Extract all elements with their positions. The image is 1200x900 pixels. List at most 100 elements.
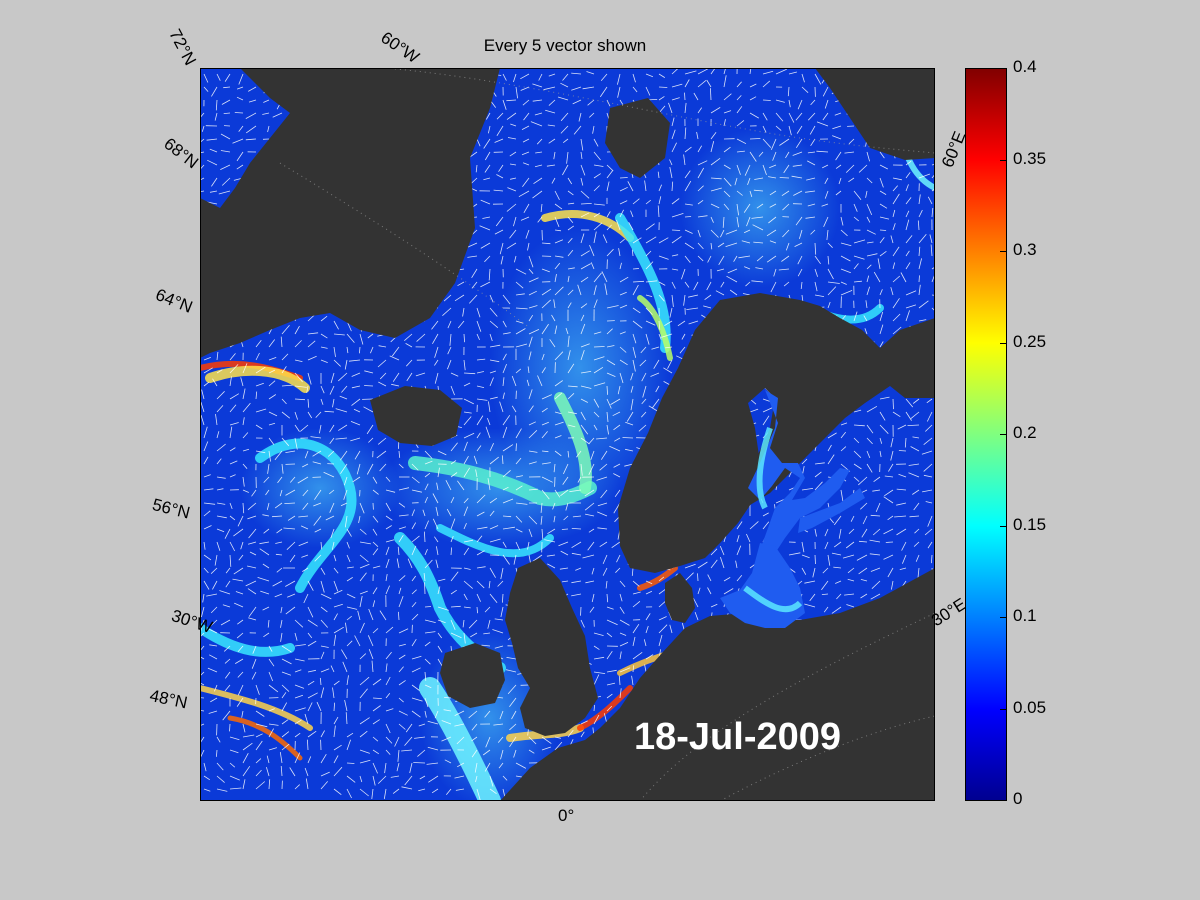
velocity-vector	[546, 164, 556, 167]
velocity-vector	[307, 332, 319, 335]
velocity-vector	[333, 603, 343, 608]
velocity-vector	[833, 541, 842, 548]
velocity-vector	[489, 538, 501, 543]
velocity-vector	[346, 566, 354, 569]
velocity-vector	[411, 667, 421, 673]
velocity-vector	[411, 684, 420, 691]
velocity-vector	[229, 460, 238, 465]
velocity-vector	[476, 385, 485, 388]
velocity-vector	[406, 372, 413, 382]
velocity-vector	[209, 654, 218, 660]
velocity-vector	[476, 535, 483, 543]
velocity-vector	[489, 359, 500, 363]
velocity-vector	[657, 205, 660, 218]
velocity-vector	[554, 411, 562, 415]
velocity-vector	[223, 112, 231, 114]
velocity-vector	[424, 671, 427, 681]
velocity-vector	[736, 164, 741, 175]
velocity-vector	[209, 190, 218, 193]
velocity-vector	[476, 494, 486, 504]
velocity-vector	[892, 411, 901, 418]
velocity-vector	[840, 281, 847, 285]
velocity-vector	[848, 138, 855, 145]
velocity-vector	[795, 112, 803, 121]
velocity-vector	[554, 392, 563, 400]
velocity-vector	[247, 502, 257, 511]
velocity-vector	[509, 229, 517, 239]
velocity-vector	[578, 112, 582, 122]
velocity-vector	[746, 533, 751, 543]
velocity-vector	[329, 385, 335, 395]
velocity-vector	[378, 381, 387, 387]
velocity-vector	[398, 680, 406, 686]
velocity-vector	[450, 547, 452, 556]
velocity-vector	[294, 385, 307, 388]
velocity-vector	[546, 554, 556, 557]
velocity-vector	[320, 567, 326, 575]
velocity-vector	[892, 246, 900, 257]
velocity-vector	[437, 606, 449, 611]
velocity-vector	[434, 710, 439, 719]
velocity-vector	[272, 580, 283, 587]
velocity-vector	[457, 480, 465, 491]
velocity-vector	[827, 454, 835, 465]
velocity-vector	[294, 359, 303, 362]
velocity-vector	[479, 225, 491, 231]
velocity-vector	[307, 398, 310, 408]
velocity-vector	[697, 68, 709, 75]
velocity-vector	[800, 281, 803, 289]
velocity-vector	[619, 304, 628, 309]
velocity-vector	[500, 567, 504, 580]
velocity-vector	[588, 463, 595, 475]
velocity-vector	[237, 515, 244, 527]
velocity-vector	[333, 755, 339, 764]
velocity-vector	[383, 788, 387, 800]
velocity-vector	[515, 368, 522, 374]
velocity-vector	[683, 154, 686, 166]
velocity-vector	[918, 258, 922, 270]
velocity-vector	[245, 112, 257, 119]
velocity-vector	[307, 669, 316, 673]
velocity-vector	[684, 281, 690, 288]
velocity-vector	[769, 190, 777, 196]
velocity-vector	[385, 749, 391, 755]
velocity-vector	[294, 437, 298, 450]
velocity-vector	[515, 502, 528, 505]
velocity-vector	[614, 489, 621, 498]
velocity-vector	[372, 749, 380, 755]
velocity-vector	[528, 528, 533, 538]
velocity-vector	[772, 151, 777, 161]
velocity-vector	[824, 541, 829, 550]
velocity-vector	[684, 572, 694, 582]
velocity-vector	[897, 424, 907, 430]
velocity-vector	[441, 736, 452, 742]
velocity-vector	[606, 632, 613, 638]
velocity-vector	[684, 92, 686, 101]
velocity-vector	[467, 242, 478, 248]
velocity-vector	[770, 138, 777, 150]
velocity-vector	[925, 424, 933, 432]
velocity-vector	[528, 515, 538, 525]
velocity-vector	[216, 73, 221, 81]
velocity-vector	[909, 515, 920, 518]
velocity-vector	[463, 498, 469, 504]
velocity-vector	[681, 268, 686, 280]
velocity-vector	[262, 563, 270, 569]
velocity-vector	[385, 539, 395, 543]
velocity-vector	[200, 671, 205, 677]
velocity-vector	[398, 450, 401, 458]
velocity-vector	[398, 502, 406, 508]
velocity-vector	[268, 394, 277, 400]
velocity-vector	[584, 489, 595, 497]
velocity-vector	[726, 275, 738, 283]
velocity-vector	[450, 571, 459, 582]
velocity-vector	[294, 619, 304, 628]
velocity-vector	[887, 567, 894, 578]
velocity-vector	[567, 411, 577, 415]
velocity-vector	[481, 644, 491, 647]
velocity-vector	[294, 658, 305, 662]
velocity-vector	[294, 372, 303, 383]
velocity-vector	[268, 437, 275, 445]
velocity-vector	[200, 401, 205, 413]
velocity-vector	[630, 210, 634, 218]
